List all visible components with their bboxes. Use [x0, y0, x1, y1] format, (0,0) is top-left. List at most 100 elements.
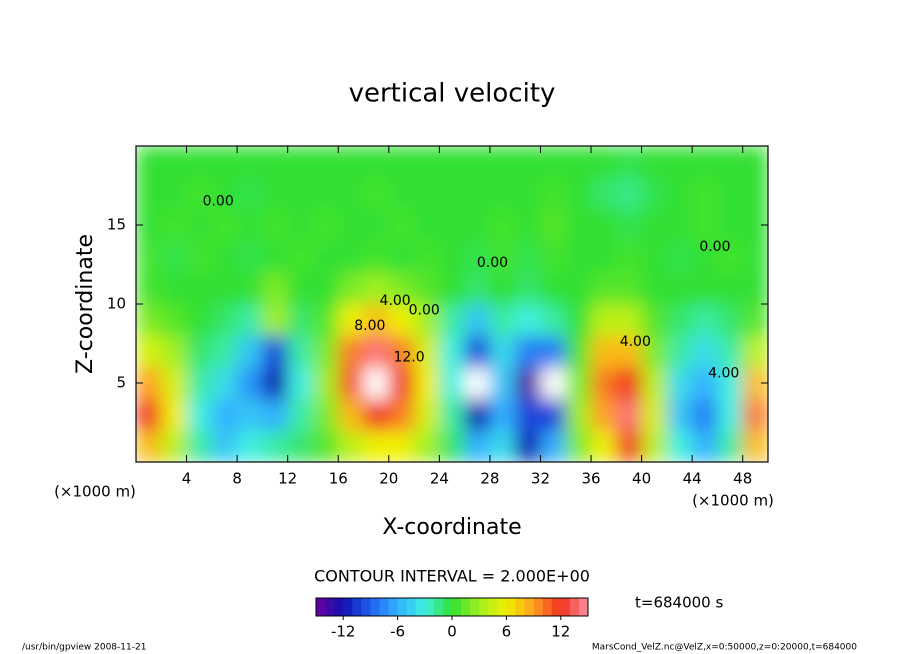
cell	[515, 177, 541, 210]
cell	[287, 272, 314, 305]
cell	[211, 367, 238, 400]
cell	[161, 240, 188, 273]
colorbar-swatch	[488, 598, 498, 616]
colorbar-swatch	[424, 598, 435, 616]
cell	[186, 146, 213, 179]
contour-label: 0.00	[409, 302, 440, 318]
cell	[666, 209, 693, 242]
cell	[464, 146, 491, 179]
cell	[186, 304, 213, 337]
colorbar-swatch	[542, 598, 553, 616]
y-tick-label: 15	[107, 216, 126, 234]
colorbar-swatch	[370, 598, 380, 616]
cell	[211, 240, 238, 273]
contour-label: 0.00	[699, 239, 730, 255]
colorbar-swatch	[551, 598, 562, 616]
cell	[338, 240, 365, 273]
cell	[565, 177, 592, 210]
cell	[540, 240, 567, 273]
cell	[262, 398, 289, 431]
cell	[414, 430, 440, 462]
cell	[338, 177, 365, 210]
contour-label: 12.0	[393, 350, 424, 366]
colorbar-tick-label: -12	[331, 623, 356, 641]
cell	[742, 430, 768, 462]
x-tick-label: 40	[632, 470, 651, 488]
cell	[287, 177, 314, 210]
cell	[439, 304, 466, 337]
colorbar-swatch	[316, 598, 326, 616]
cell	[489, 272, 516, 305]
cell	[186, 398, 213, 431]
cell	[641, 240, 668, 273]
cell	[742, 335, 768, 368]
cell	[489, 367, 516, 400]
cell	[591, 209, 617, 242]
cell	[515, 430, 541, 462]
cell	[717, 335, 744, 368]
footer: MarsCond_VelZ.nc@VelZ,x=0:50000,z=0:2000…	[592, 643, 857, 653]
cell	[666, 398, 693, 431]
cell	[363, 209, 390, 242]
cell	[692, 430, 718, 462]
cell	[312, 177, 339, 210]
colorbar-swatch	[379, 598, 389, 616]
cell	[363, 240, 390, 273]
cell	[540, 304, 567, 337]
cell	[666, 146, 693, 179]
cell	[540, 209, 567, 242]
cell	[464, 209, 491, 242]
colorbar-swatch	[461, 598, 471, 616]
cell	[414, 304, 440, 337]
cell	[439, 240, 466, 273]
cell	[136, 146, 162, 179]
x-tick-label: 48	[733, 470, 752, 488]
cell	[641, 209, 668, 242]
cell	[237, 272, 263, 305]
cell	[540, 146, 567, 179]
cell	[591, 240, 617, 273]
cell	[262, 430, 289, 462]
cell	[262, 367, 289, 400]
cell	[338, 272, 365, 305]
cell	[262, 272, 289, 305]
cell	[666, 430, 693, 462]
cell	[540, 177, 567, 210]
cell	[591, 398, 617, 431]
cell	[262, 335, 289, 368]
cell	[717, 209, 744, 242]
x-unit: (×1000 m)	[692, 492, 774, 510]
field	[136, 146, 768, 462]
cell	[464, 304, 491, 337]
colorbar-swatch	[506, 598, 516, 616]
cell	[388, 209, 415, 242]
cell	[565, 209, 592, 242]
colorbar-swatch	[415, 598, 426, 616]
cell	[237, 430, 263, 462]
cell	[312, 272, 339, 305]
cell	[287, 398, 314, 431]
cell	[388, 335, 415, 368]
cell	[616, 304, 643, 337]
cell	[388, 146, 415, 179]
cell	[565, 272, 592, 305]
cell	[515, 398, 541, 431]
cell	[237, 398, 263, 431]
cell	[515, 272, 541, 305]
cell	[439, 177, 466, 210]
cell	[312, 304, 339, 337]
cell	[692, 335, 718, 368]
cell	[287, 146, 314, 179]
cell	[237, 367, 263, 400]
cell	[211, 146, 238, 179]
colorbar-swatch	[578, 598, 589, 616]
cell	[616, 209, 643, 242]
contour-label: 4.00	[620, 334, 651, 350]
cell	[136, 177, 162, 210]
x-tick-label: 16	[329, 470, 348, 488]
cell	[287, 209, 314, 242]
cell	[186, 430, 213, 462]
cell	[186, 367, 213, 400]
cell	[692, 304, 718, 337]
x-unit: (×1000 m)	[54, 483, 136, 501]
